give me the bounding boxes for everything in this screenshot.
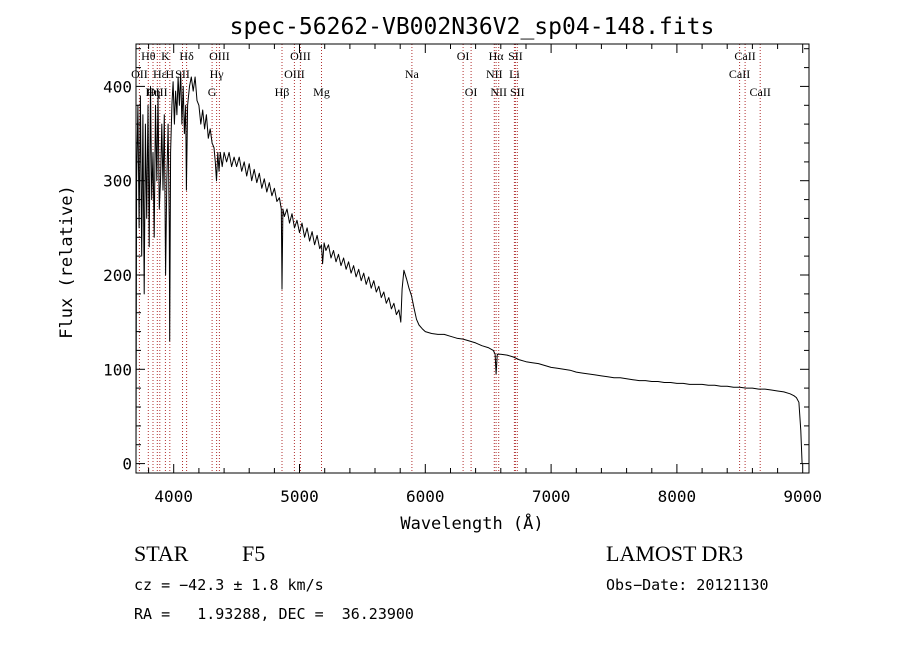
line-label-10: Hγ — [210, 67, 225, 81]
spectrum-line — [135, 71, 803, 464]
line-label-18: OI — [465, 85, 478, 99]
redshift-text: cz = −42.3 ± 1.8 km/s — [134, 576, 324, 594]
x-tick-label: 7000 — [532, 487, 571, 506]
object-type: STAR — [134, 541, 189, 566]
line-label-9: OIII — [209, 49, 230, 63]
survey-name: LAMOST DR3 — [606, 541, 743, 566]
line-label-12: Hβ — [275, 85, 290, 99]
line-label-25: CaII — [734, 49, 755, 63]
line-label-14: OIII — [284, 67, 305, 81]
x-tick-label: 9000 — [783, 487, 822, 506]
line-label-6: Hη — [146, 85, 161, 99]
line-label-11: G — [208, 85, 217, 99]
plot-frame — [135, 43, 810, 474]
line-label-27: CaII — [750, 85, 771, 99]
spectrum-info: STAR F5 LAMOST DR3 cz = −42.3 ± 1.8 km/s… — [134, 541, 769, 623]
line-label-19: Hα — [489, 49, 505, 63]
y-tick-label: 200 — [103, 266, 132, 285]
y-axis-label: Flux (relative) — [57, 185, 77, 339]
y-tick-label: 100 — [103, 360, 132, 379]
line-label-4: K — [161, 49, 170, 63]
line-label-26: CaII — [729, 67, 750, 81]
line-label-17: OI — [457, 49, 470, 63]
line-label-2: OIII — [147, 85, 168, 99]
line-label-20: NII — [486, 67, 503, 81]
x-tick-label: 6000 — [406, 487, 445, 506]
x-tick-label: 8000 — [658, 487, 697, 506]
line-label-22: SII — [508, 49, 523, 63]
line-label-15: Mg — [313, 85, 330, 99]
line-label-24: SII — [510, 85, 525, 99]
x-tick-label: 5000 — [280, 487, 319, 506]
object-subclass: F5 — [242, 541, 265, 566]
line-label-5: H — [165, 67, 174, 81]
y-tick-label: 0 — [122, 455, 132, 474]
x-axis-label: Wavelength (Å) — [400, 512, 543, 534]
y-tick-label: 300 — [103, 172, 132, 191]
line-label-1: OII — [131, 67, 148, 81]
line-label-8: SII — [175, 67, 190, 81]
coordinates-text: RA = 1.93288, DEC = 36.23900 — [134, 605, 414, 623]
emission-line-markers — [138, 44, 761, 473]
line-label-3: Hε — [153, 67, 167, 81]
x-tick-label: 4000 — [154, 487, 193, 506]
line-label-7: Hδ — [179, 49, 194, 63]
x-axis-ticks: 4000 5000 6000 7000 8000 9000 — [148, 44, 822, 506]
line-label-0: Hθ — [141, 49, 156, 63]
line-label-13: OIII — [290, 49, 311, 63]
line-label-23: Li — [509, 67, 520, 81]
line-label-21: NII — [490, 85, 507, 99]
obs-date-text: Obs−Date: 20121130 — [606, 576, 769, 594]
emission-line-labels: Hθ OII OIII Hε KH Hη Hδ SII OIII Hγ G Hβ OIII OIII Mg N… — [131, 49, 771, 99]
y-axis-ticks: 0 100 200 300 400 — [103, 48, 809, 474]
chart-title: spec-56262-VB002N36V2_sp04-148.fits — [230, 14, 715, 40]
y-tick-label: 400 — [103, 77, 132, 96]
line-label-16: Na — [405, 67, 420, 81]
